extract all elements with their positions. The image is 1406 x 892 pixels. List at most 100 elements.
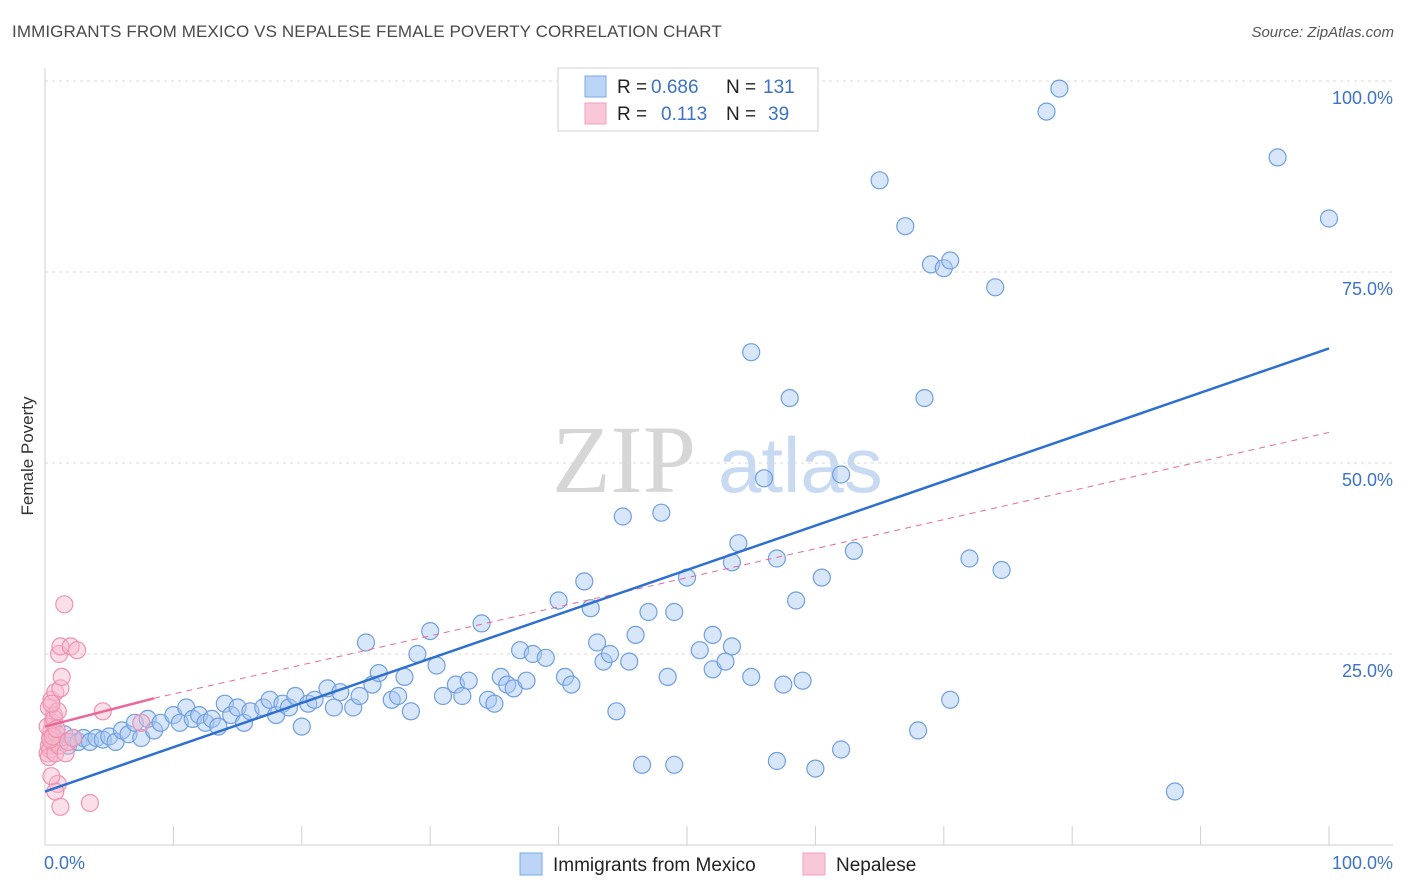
mexico-point-82 — [632, 755, 652, 774]
mexico-point-108 — [831, 740, 851, 759]
mexico-point-38 — [292, 717, 311, 736]
y-axis-label: Female Poverty — [18, 396, 37, 516]
mexico-point-69 — [536, 648, 555, 667]
nepalese-point-23 — [52, 667, 71, 687]
mexico-point-44 — [344, 698, 363, 717]
mexico-point-81 — [626, 625, 645, 645]
chart-title: IMMIGRANTS FROM MEXICO VS NEPALESE FEMAL… — [12, 22, 722, 41]
mexico-point-85 — [658, 667, 677, 687]
y-tick-25: 25.0% — [1342, 661, 1393, 681]
nepalese-point-32 — [42, 767, 61, 786]
series-legend: Immigrants from Mexico Nepalese — [519, 852, 916, 876]
mexico-point-122 — [1050, 79, 1069, 98]
mexico-point-87 — [665, 755, 684, 774]
y-tick-100: 100.0% — [1332, 88, 1393, 108]
mexico-point-109 — [844, 541, 864, 561]
mexico-point-106 — [812, 568, 831, 587]
mexico-point-76 — [594, 652, 613, 671]
mexico-point-116 — [941, 251, 960, 270]
legend-swatch-nepalese — [584, 102, 607, 125]
nepalese-point-22 — [51, 679, 70, 698]
mexico-point-103 — [786, 591, 806, 610]
mexico-point-119 — [986, 278, 1005, 297]
mexico-point-52 — [401, 702, 420, 721]
mexico-point-45 — [350, 686, 369, 706]
mexico-point-104 — [793, 671, 812, 690]
legend-r-value-2: 0.113 — [661, 104, 707, 125]
mexico-point-93 — [722, 637, 742, 656]
nepalese-point-28 — [67, 641, 87, 660]
x-tick-0: 0.0% — [44, 853, 85, 873]
mexico-point-100 — [767, 751, 787, 771]
x-tick-100: 100.0% — [1332, 853, 1393, 873]
stats-legend: R = 0.686 N = 131 R = 0.113 N = 39 — [557, 67, 819, 132]
gridlines — [45, 80, 1393, 655]
bottom-legend-swatch-mexico — [519, 852, 543, 876]
mexico-point-98 — [754, 469, 774, 488]
mexico-point-99 — [767, 549, 787, 568]
y-tick-50: 50.0% — [1342, 470, 1393, 490]
nepalese-point-38 — [64, 728, 83, 748]
trend-lines — [44, 347, 1330, 793]
mexico-point-46 — [356, 633, 376, 652]
mexico-point-60 — [472, 614, 491, 633]
mexico-point-113 — [915, 389, 934, 408]
mexico-point-80 — [620, 652, 639, 671]
mexico-point-83 — [639, 602, 658, 622]
mexico-point-117 — [941, 690, 960, 709]
nepalese-point-35 — [132, 713, 151, 732]
legend-r-label-2: R = — [617, 104, 647, 125]
nepalese-point-33 — [80, 793, 100, 813]
legend-r-value-1: 0.686 — [651, 77, 699, 98]
mexico-point-78 — [607, 702, 626, 721]
legend-n-value-2: 39 — [768, 104, 789, 125]
mexico-point-112 — [908, 721, 928, 740]
mexico-point-58 — [453, 686, 472, 706]
nepalese-point-15 — [42, 694, 61, 713]
legend-n-label-2: N = — [726, 104, 756, 125]
legend-n-label-1: N = — [726, 77, 756, 98]
mexico-point-79 — [613, 507, 632, 526]
y-tick-labels: 25.0% 50.0% 75.0% 100.0% — [1332, 88, 1393, 681]
mexico-point-70 — [549, 591, 568, 610]
bottom-legend-swatch-nepalese — [802, 852, 826, 876]
x-axis-ticks — [44, 826, 1330, 845]
nepalese-point-36 — [56, 744, 75, 763]
mexico-point-102 — [780, 389, 799, 408]
mexico-point-105 — [806, 759, 825, 778]
watermark-atlas: atlas — [718, 421, 883, 509]
mexico-point-75 — [587, 633, 607, 652]
legend-n-value-1: 131 — [763, 77, 795, 98]
mexico-point-67 — [517, 671, 536, 690]
mexico-point-50 — [389, 686, 408, 706]
mexico-point-89 — [690, 641, 709, 660]
mexico-point-101 — [774, 675, 793, 694]
nepalese-point-19 — [40, 730, 60, 749]
mexico-point-86 — [665, 602, 684, 622]
mexico-point-118 — [960, 549, 979, 568]
watermark-zip: ZIP — [552, 406, 696, 513]
mexico-point-125 — [1319, 209, 1339, 228]
legend-swatch-mexico — [584, 75, 607, 98]
series-nepalese-points — [38, 595, 151, 816]
nepalese-point-26 — [55, 595, 74, 614]
mexico-point-42 — [324, 698, 343, 717]
mexico-point-121 — [1037, 102, 1056, 121]
legend-r-label-1: R = — [617, 77, 647, 98]
bottom-legend-label-mexico: Immigrants from Mexico — [553, 855, 756, 876]
nepalese-point-31 — [51, 797, 70, 816]
mexico-point-77 — [600, 644, 620, 664]
mexico-point-96 — [742, 667, 761, 687]
mexico-point-120 — [992, 560, 1011, 580]
mexico-point-73 — [575, 572, 594, 591]
watermark: ZIP atlas — [552, 406, 883, 513]
mexico-point-91 — [703, 625, 722, 645]
mexico-point-84 — [652, 503, 671, 522]
mexico-point-72 — [562, 675, 581, 694]
mexico-point-107 — [831, 465, 851, 484]
source-label: Source: ZipAtlas.com — [1251, 24, 1394, 41]
mexico-point-92 — [716, 652, 735, 671]
y-tick-75: 75.0% — [1342, 279, 1393, 299]
mexico-trend-line — [44, 347, 1330, 793]
mexico-point-59 — [459, 671, 478, 690]
